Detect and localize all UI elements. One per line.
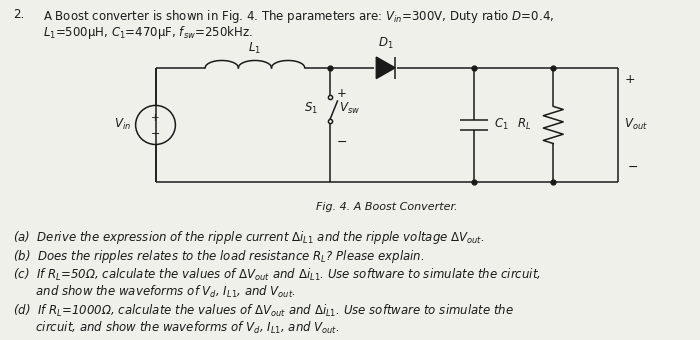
Text: circuit, and show the waveforms of $V_d$, $I_{L1}$, and $V_{out}$.: circuit, and show the waveforms of $V_d$… — [13, 320, 340, 336]
Text: 2.: 2. — [13, 8, 24, 21]
Text: and show the waveforms of $V_d$, $I_{L1}$, and $V_{out}$.: and show the waveforms of $V_d$, $I_{L1}… — [13, 284, 296, 300]
Text: +: + — [625, 73, 636, 86]
Text: $V_{sw}$: $V_{sw}$ — [340, 101, 360, 116]
Text: Fig. 4. A Boost Converter.: Fig. 4. A Boost Converter. — [316, 202, 458, 211]
Text: $L_1$: $L_1$ — [248, 40, 262, 56]
Text: $D_1$: $D_1$ — [378, 36, 393, 51]
Text: +: + — [151, 113, 160, 123]
Text: (b)  Does the ripples relates to the load resistance $R_L$? Please explain.: (b) Does the ripples relates to the load… — [13, 248, 425, 265]
Text: −: − — [150, 129, 160, 139]
Text: $L_1$=500μH, $C_1$=470μF, $f_{sw}$=250kHz.: $L_1$=500μH, $C_1$=470μF, $f_{sw}$=250kH… — [43, 24, 253, 41]
Text: $C_1$: $C_1$ — [494, 117, 508, 133]
Polygon shape — [377, 57, 395, 79]
Text: $V_{out}$: $V_{out}$ — [624, 117, 648, 133]
Text: (a)  Derive the expression of the ripple current $\Delta i_{L1}$ and the ripple : (a) Derive the expression of the ripple … — [13, 229, 485, 246]
Text: −: − — [337, 136, 347, 149]
Text: $S_1$: $S_1$ — [304, 101, 318, 116]
Text: $R_L$: $R_L$ — [517, 117, 531, 133]
Text: $V_{in}$: $V_{in}$ — [113, 117, 131, 133]
Text: A Boost converter is shown in Fig. 4. The parameters are: $V_{in}$=300V, Duty ra: A Boost converter is shown in Fig. 4. Th… — [43, 8, 554, 25]
Text: −: − — [628, 161, 638, 174]
Text: (d)  If $R_L$=1000Ω, calculate the values of $\Delta V_{out}$ and $\Delta i_{L1}: (d) If $R_L$=1000Ω, calculate the values… — [13, 303, 514, 319]
Text: (c)  If $R_L$=50Ω, calculate the values of $\Delta V_{out}$ and $\Delta i_{L1}$.: (c) If $R_L$=50Ω, calculate the values o… — [13, 267, 541, 283]
Text: +: + — [337, 87, 346, 100]
